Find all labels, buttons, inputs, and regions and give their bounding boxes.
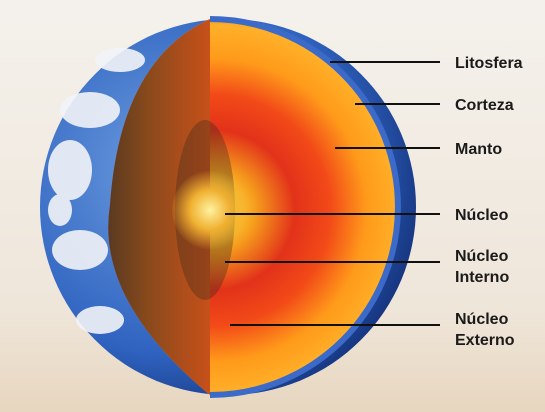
layer-label: Núcleo <box>455 248 509 265</box>
layer-label: Núcleo <box>455 207 509 224</box>
layer-label: Externo <box>455 332 515 349</box>
clouds <box>48 48 145 334</box>
layer-label: Manto <box>455 141 502 158</box>
core-glow <box>172 170 252 250</box>
labels: Litosfera Corteza Manto Núcleo Núcleo Interno… <box>455 55 523 349</box>
layer-label: Corteza <box>455 97 514 114</box>
layer-label: Núcleo <box>455 311 509 328</box>
layer-label: Interno <box>455 269 509 286</box>
pointers <box>225 61 440 326</box>
cut-face <box>108 19 210 395</box>
layer-label: Litosfera <box>455 55 523 72</box>
crust-rim <box>209 16 401 398</box>
